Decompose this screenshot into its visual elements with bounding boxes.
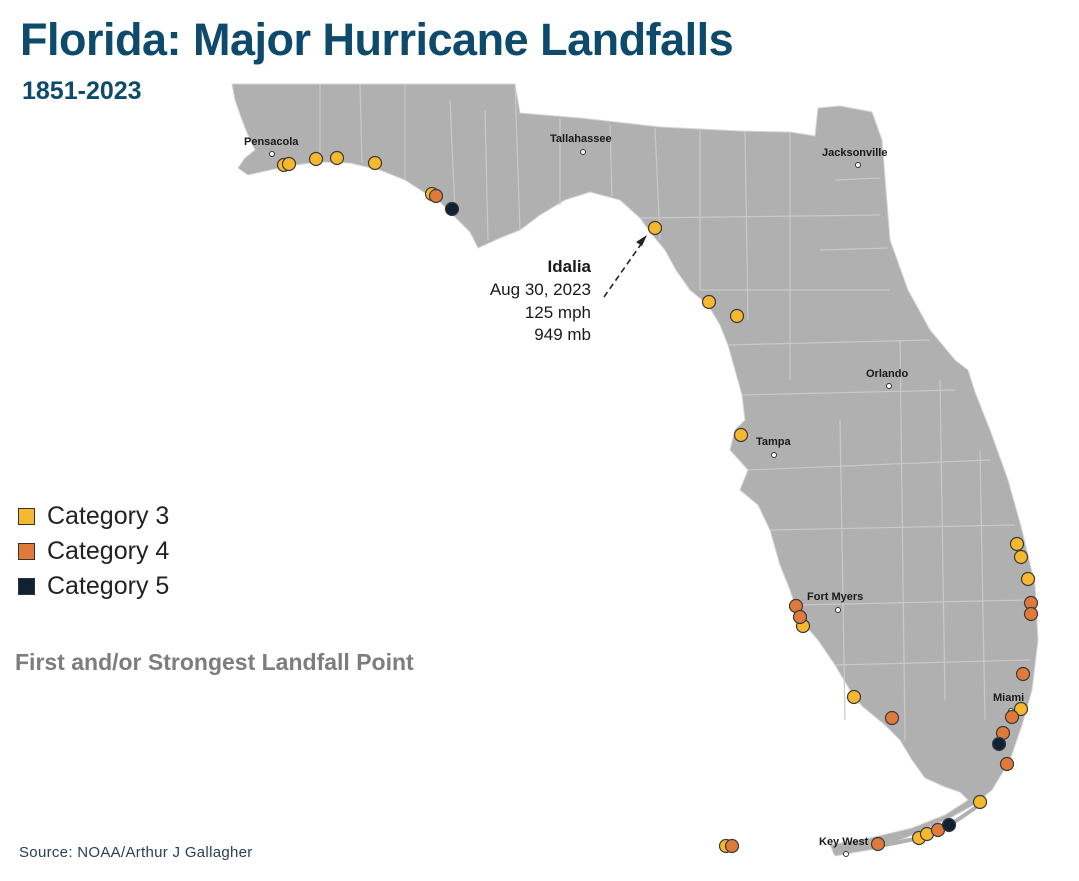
county-lines	[319, 83, 1031, 741]
legend-item-category-5: Category 5	[18, 569, 169, 604]
legend-swatch-category-4	[18, 543, 35, 560]
page-title: Florida: Major Hurricane Landfalls	[20, 14, 734, 65]
florida-landmass	[231, 83, 1039, 857]
city-label-miami: Miami	[993, 692, 1024, 704]
landfall-point	[701, 294, 717, 310]
source-credit: Source: NOAA/Arthur J Gallagher	[19, 844, 253, 861]
annotation-pressure: 949 mb	[534, 325, 591, 344]
landfall-point	[1009, 536, 1025, 552]
landfall-point	[281, 156, 297, 172]
legend-label: Category 4	[47, 537, 170, 565]
legend-label: Category 3	[47, 502, 170, 530]
city-jacksonville: Jacksonville	[822, 147, 887, 168]
landfall-note: First and/or Strongest Landfall Point	[15, 649, 414, 675]
landfall-point	[792, 609, 808, 625]
landfall-point	[1015, 666, 1031, 682]
city-label-tampa: Tampa	[756, 436, 792, 448]
legend-swatch-category-3	[18, 508, 35, 525]
city-fort-myers: Fort Myers	[807, 591, 863, 613]
landfall-point	[733, 427, 749, 443]
city-orlando: Orlando	[866, 368, 908, 389]
legend-item-category-3: Category 3	[18, 499, 169, 534]
city-tampa: Tampa	[756, 436, 792, 458]
city-label-jacksonville: Jacksonville	[822, 147, 887, 159]
landfall-point	[647, 220, 663, 236]
idalia-annotation: Idalia Aug 30, 2023 125 mph 949 mb	[490, 235, 647, 344]
city-label-orlando: Orlando	[866, 368, 908, 380]
landfall-point	[729, 308, 745, 324]
annotation-wind: 125 mph	[525, 303, 591, 322]
city-label-pensacola: Pensacola	[244, 136, 299, 148]
landfall-point	[329, 150, 345, 166]
city-label-key-west: Key West	[819, 836, 869, 848]
landfall-point	[1013, 701, 1029, 717]
city-key-west: Key West	[819, 836, 869, 857]
landfalls-category-4	[428, 188, 1039, 854]
landfall-point	[308, 151, 324, 167]
city-label-fort-myers: Fort Myers	[807, 591, 863, 603]
landfalls-category-5	[444, 201, 1007, 833]
landfall-point	[1004, 709, 1020, 725]
landfall-point	[884, 710, 900, 726]
landfall-point	[999, 756, 1015, 772]
page-subtitle: 1851-2023	[22, 77, 142, 105]
landfall-point	[724, 838, 740, 854]
city-pensacola: Pensacola	[244, 136, 299, 157]
legend-item-category-4: Category 4	[18, 534, 169, 569]
landfall-point	[870, 836, 886, 852]
landfall-point	[367, 155, 383, 171]
city-tallahassee: Tallahassee	[550, 133, 612, 155]
landfall-point	[846, 689, 862, 705]
landfall-point	[428, 188, 444, 204]
landfall-point	[972, 794, 988, 810]
landfall-point	[991, 736, 1007, 752]
landfall-point	[1020, 571, 1036, 587]
landfall-point	[941, 817, 957, 833]
landfall-point	[1023, 606, 1039, 622]
annotation-date: Aug 30, 2023	[490, 280, 591, 299]
legend-swatch-category-5	[18, 578, 35, 595]
landfall-point	[1013, 549, 1029, 565]
annotation-storm-name: Idalia	[548, 257, 592, 276]
landfall-point	[444, 201, 460, 217]
city-label-tallahassee: Tallahassee	[550, 133, 612, 145]
legend: Category 3 Category 4 Category 5	[18, 499, 169, 604]
legend-label: Category 5	[47, 572, 170, 600]
